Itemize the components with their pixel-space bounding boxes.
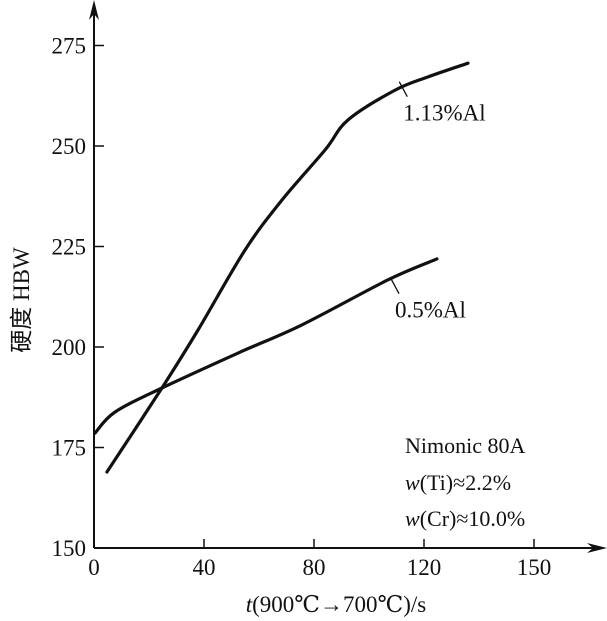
axes [89,0,607,553]
x-tick-label: 120 [407,555,442,580]
series-label-1-13-al: 1.13%Al [403,101,485,126]
series-line-1-13-al [105,61,470,474]
y-tick-label: 275 [52,34,87,59]
x-tick-label: 40 [193,555,216,580]
y-axis-arrow [89,0,99,20]
y-tick-label: 225 [52,235,87,260]
series-line-0-5-al [93,257,439,435]
y-tick-label: 150 [52,536,87,561]
x-axis-arrow [587,543,607,553]
ti-content: w(Ti)≈2.2% [405,470,511,495]
cr-content: w(Cr)≈10.0% [405,506,525,531]
x-tick-label: 0 [88,555,100,580]
y-axis-label: 硬度 HBW [9,247,34,353]
series-leader-0-5-al [390,278,400,294]
x-axis-label: t(900℃→700℃)/s [246,592,427,617]
y-tick-label: 175 [52,436,87,461]
x-tick-label: 80 [303,555,326,580]
series-label-0-5-al: 0.5%Al [395,298,466,323]
alloy-annotation: Nimonic 80A w(Ti)≈2.2% w(Cr)≈10.0% [405,433,525,531]
y-tick-label: 250 [52,134,87,159]
x-tick-label: 150 [517,555,552,580]
y-tick-label: 200 [52,335,87,360]
alloy-name: Nimonic 80A [405,433,525,458]
series-leader-1-13-al [398,81,408,97]
